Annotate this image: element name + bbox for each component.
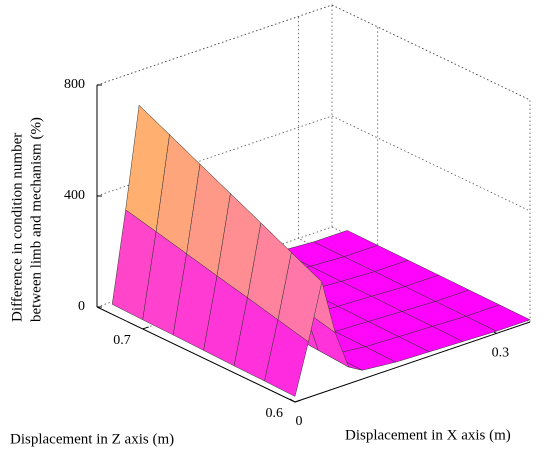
x-axis-label: Displacement in X axis (m) — [345, 427, 511, 443]
z-axis-label: Difference in condition number — [9, 133, 25, 322]
y-tick — [294, 399, 302, 403]
y-tick-label: 0.6 — [266, 406, 284, 421]
x-tick — [289, 398, 296, 403]
z-axis-label: between limb and mechanism (%) — [28, 117, 44, 322]
y-tick — [142, 326, 149, 330]
grid-line — [331, 115, 531, 212]
surface-patch — [264, 319, 309, 397]
y-axis-label: Displacement in Z axis (m) — [10, 431, 174, 447]
wall-edge — [96, 4, 333, 86]
y-tick-label: 0.7 — [113, 333, 131, 348]
z-tick-label: 800 — [64, 77, 85, 92]
x-tick-label: 0 — [296, 414, 303, 429]
y-axis — [96, 306, 296, 403]
x-tick-label: 0.3 — [492, 346, 510, 361]
wall-edge — [331, 4, 531, 101]
z-tick-label: 400 — [64, 188, 85, 203]
z-tick-label: 0 — [78, 299, 85, 314]
x-axis — [294, 321, 531, 403]
